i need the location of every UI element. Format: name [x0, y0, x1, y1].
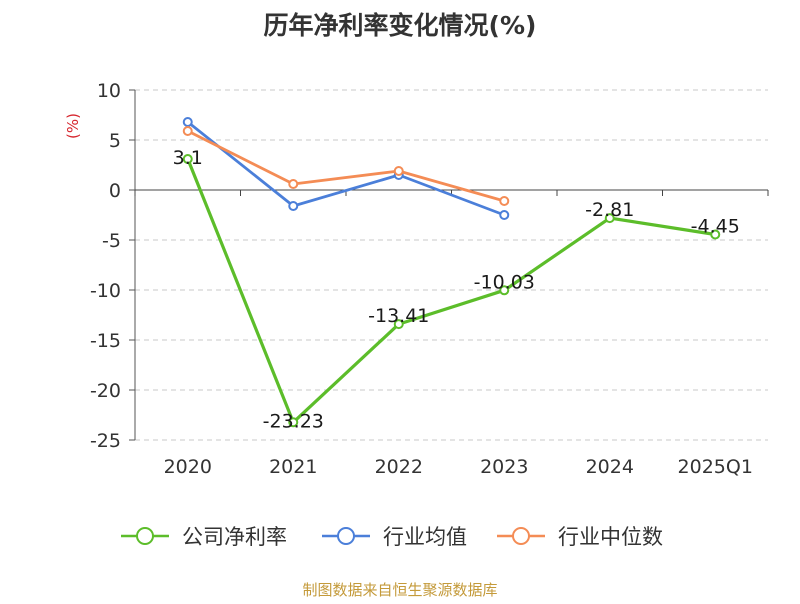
- y-tick-label: -5: [102, 230, 121, 252]
- series-point: [393, 166, 404, 176]
- series-point: [288, 179, 299, 189]
- series-point: [604, 213, 615, 224]
- series-point: [288, 417, 299, 428]
- series-point: [710, 229, 721, 240]
- data-label: -13.41: [368, 305, 429, 327]
- legend-marker: [136, 527, 154, 545]
- series-point: [288, 201, 299, 211]
- legend-marker: [337, 527, 355, 545]
- x-tick-label: 2025Q1: [678, 456, 753, 478]
- series-line: [187, 129, 505, 203]
- y-tick-label: -25: [90, 430, 121, 452]
- series-line: [186, 120, 505, 217]
- y-axis-unit: (%): [64, 113, 82, 139]
- grid: [135, 89, 768, 441]
- series-point: [182, 126, 193, 136]
- legend-label: 公司净利率: [182, 525, 287, 549]
- series: [182, 117, 721, 428]
- series-point: [499, 285, 510, 296]
- series-point: [182, 117, 193, 127]
- data-label: -2.81: [585, 199, 634, 221]
- series-line: [186, 158, 716, 424]
- chart-title: 历年净利率变化情况(%): [264, 11, 537, 40]
- x-tick-label: 2022: [375, 456, 423, 478]
- legend: 公司净利率 行业均值 行业中位数: [121, 525, 663, 549]
- x-tick-label: 2023: [480, 456, 528, 478]
- legend-label: 行业中位数: [558, 525, 663, 549]
- data-labels: 3.1 -23.23 -13.41 -10.03 -2.81 -4.45: [173, 147, 740, 432]
- legend-marker: [512, 527, 530, 545]
- y-tick-label: 10: [97, 80, 121, 102]
- data-label: 3.1: [173, 147, 203, 169]
- data-label: -23.23: [263, 410, 324, 432]
- series-point: [499, 210, 510, 220]
- y-tick-label: 5: [109, 130, 121, 152]
- x-tick-label: 2020: [164, 456, 212, 478]
- axes: 10 5 0 -5 -10 -15 -20 -25 2020 2021 2022 2023 2024 20…: [90, 80, 769, 478]
- source-note: 制图数据来自恒生聚源数据库: [302, 581, 497, 599]
- series-point: [182, 154, 193, 164]
- y-tick-label: -20: [90, 380, 121, 402]
- x-tick-label: 2024: [586, 456, 634, 478]
- x-tick-label: 2021: [269, 456, 317, 478]
- data-label: -10.03: [474, 271, 535, 293]
- y-tick-label: 0: [109, 180, 121, 202]
- data-label: -4.45: [691, 216, 740, 238]
- legend-label: 行业均值: [383, 525, 467, 549]
- series-point: [499, 196, 510, 206]
- series-point: [393, 319, 404, 330]
- y-tick-label: -10: [90, 280, 121, 302]
- y-tick-label: -15: [90, 330, 121, 352]
